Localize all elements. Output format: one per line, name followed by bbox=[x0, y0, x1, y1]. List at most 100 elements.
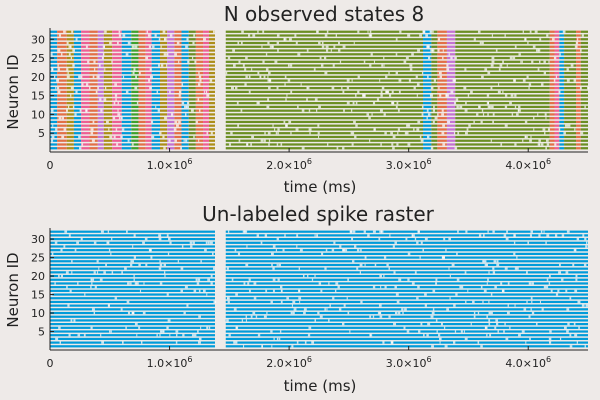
spike-row bbox=[121, 64, 132, 67]
spike-row bbox=[57, 75, 67, 78]
spike-row bbox=[549, 75, 555, 78]
spike-row bbox=[455, 79, 550, 82]
spike-gap bbox=[582, 234, 585, 237]
spike-row bbox=[446, 98, 456, 101]
spike-row bbox=[57, 71, 67, 75]
spike-row bbox=[73, 45, 82, 48]
spike-row bbox=[188, 30, 196, 33]
spike-gap bbox=[562, 30, 566, 33]
spike-gap bbox=[530, 308, 532, 311]
x-tick-label: 4.0×106 bbox=[505, 355, 551, 370]
spike-row bbox=[225, 234, 588, 237]
spike-gap bbox=[587, 86, 590, 90]
spike-row bbox=[455, 34, 550, 37]
spike-gap bbox=[142, 241, 145, 244]
spike-row bbox=[121, 75, 132, 78]
spike-gap bbox=[260, 241, 263, 244]
spike-row bbox=[423, 71, 432, 75]
spike-gap bbox=[121, 128, 124, 131]
spike-row bbox=[576, 68, 581, 71]
spike-row bbox=[174, 60, 182, 63]
spike-gap bbox=[416, 128, 420, 131]
spike-gap bbox=[272, 124, 274, 127]
spike-row bbox=[446, 49, 456, 52]
spike-row bbox=[138, 124, 146, 127]
spike-row bbox=[559, 105, 565, 109]
spike-row bbox=[112, 113, 122, 116]
spike-row bbox=[431, 75, 438, 78]
spike-row bbox=[66, 71, 74, 75]
spike-row bbox=[225, 132, 424, 135]
spike-row bbox=[167, 90, 175, 93]
spike-row bbox=[57, 98, 67, 101]
spike-gap bbox=[324, 308, 326, 311]
spike-gap bbox=[486, 334, 488, 337]
spike-row bbox=[89, 147, 98, 150]
spike-gap bbox=[539, 38, 542, 41]
spike-gap bbox=[574, 128, 576, 131]
spike-row bbox=[121, 38, 132, 41]
spike-gap bbox=[85, 109, 87, 112]
spike-row bbox=[167, 94, 175, 97]
spike-row bbox=[73, 147, 82, 150]
spike-gap bbox=[490, 139, 492, 142]
spike-row bbox=[225, 30, 424, 33]
spike-row bbox=[50, 267, 215, 270]
spike-gap bbox=[494, 286, 497, 289]
spike-gap bbox=[60, 53, 63, 56]
spike-gap bbox=[543, 230, 545, 233]
spike-row bbox=[50, 274, 215, 278]
spike-row bbox=[554, 60, 560, 63]
spike-row bbox=[576, 90, 581, 93]
spike-row bbox=[455, 68, 550, 71]
spike-row bbox=[559, 79, 565, 82]
spike-row bbox=[159, 64, 168, 67]
spike-row bbox=[121, 143, 132, 146]
spike-gap bbox=[297, 53, 301, 56]
spike-row bbox=[195, 124, 204, 127]
spike-gap bbox=[491, 34, 493, 37]
spike-row bbox=[446, 135, 456, 139]
spike-row bbox=[564, 113, 577, 116]
spike-gap bbox=[385, 75, 388, 78]
spike-row bbox=[103, 71, 113, 75]
spike-row bbox=[455, 53, 550, 56]
spike-gap bbox=[483, 234, 485, 237]
spike-row bbox=[437, 45, 447, 48]
spike-gap bbox=[199, 109, 201, 112]
spike-row bbox=[225, 143, 424, 146]
spike-row bbox=[431, 45, 438, 48]
spike-gap bbox=[346, 297, 348, 300]
spike-row bbox=[564, 64, 577, 67]
spike-gap bbox=[506, 311, 510, 315]
spike-gap bbox=[481, 75, 484, 78]
spike-row bbox=[225, 337, 588, 341]
spike-row bbox=[195, 98, 204, 101]
spike-row bbox=[73, 117, 82, 120]
spike-gap bbox=[271, 345, 273, 348]
spike-row bbox=[167, 64, 175, 67]
spike-row bbox=[559, 117, 565, 120]
spike-gap bbox=[272, 289, 275, 292]
spike-gap bbox=[530, 297, 533, 300]
spike-row bbox=[121, 68, 132, 71]
spike-gap bbox=[492, 113, 495, 116]
spike-row bbox=[580, 105, 588, 109]
spike-row bbox=[103, 79, 113, 82]
spike-gap bbox=[79, 109, 81, 112]
spike-gap bbox=[394, 311, 398, 315]
spike-row bbox=[112, 45, 122, 48]
spike-gap bbox=[586, 241, 588, 244]
spike-gap bbox=[409, 34, 411, 37]
spike-gap bbox=[213, 30, 215, 33]
spike-gap bbox=[456, 278, 460, 281]
spike-gap bbox=[411, 234, 413, 237]
spike-row bbox=[188, 98, 196, 101]
spike-row bbox=[576, 56, 581, 60]
spike-row bbox=[181, 64, 189, 67]
spike-gap bbox=[491, 56, 495, 60]
spike-gap bbox=[90, 132, 94, 135]
spike-row bbox=[225, 263, 588, 267]
spike-gap bbox=[544, 113, 547, 116]
